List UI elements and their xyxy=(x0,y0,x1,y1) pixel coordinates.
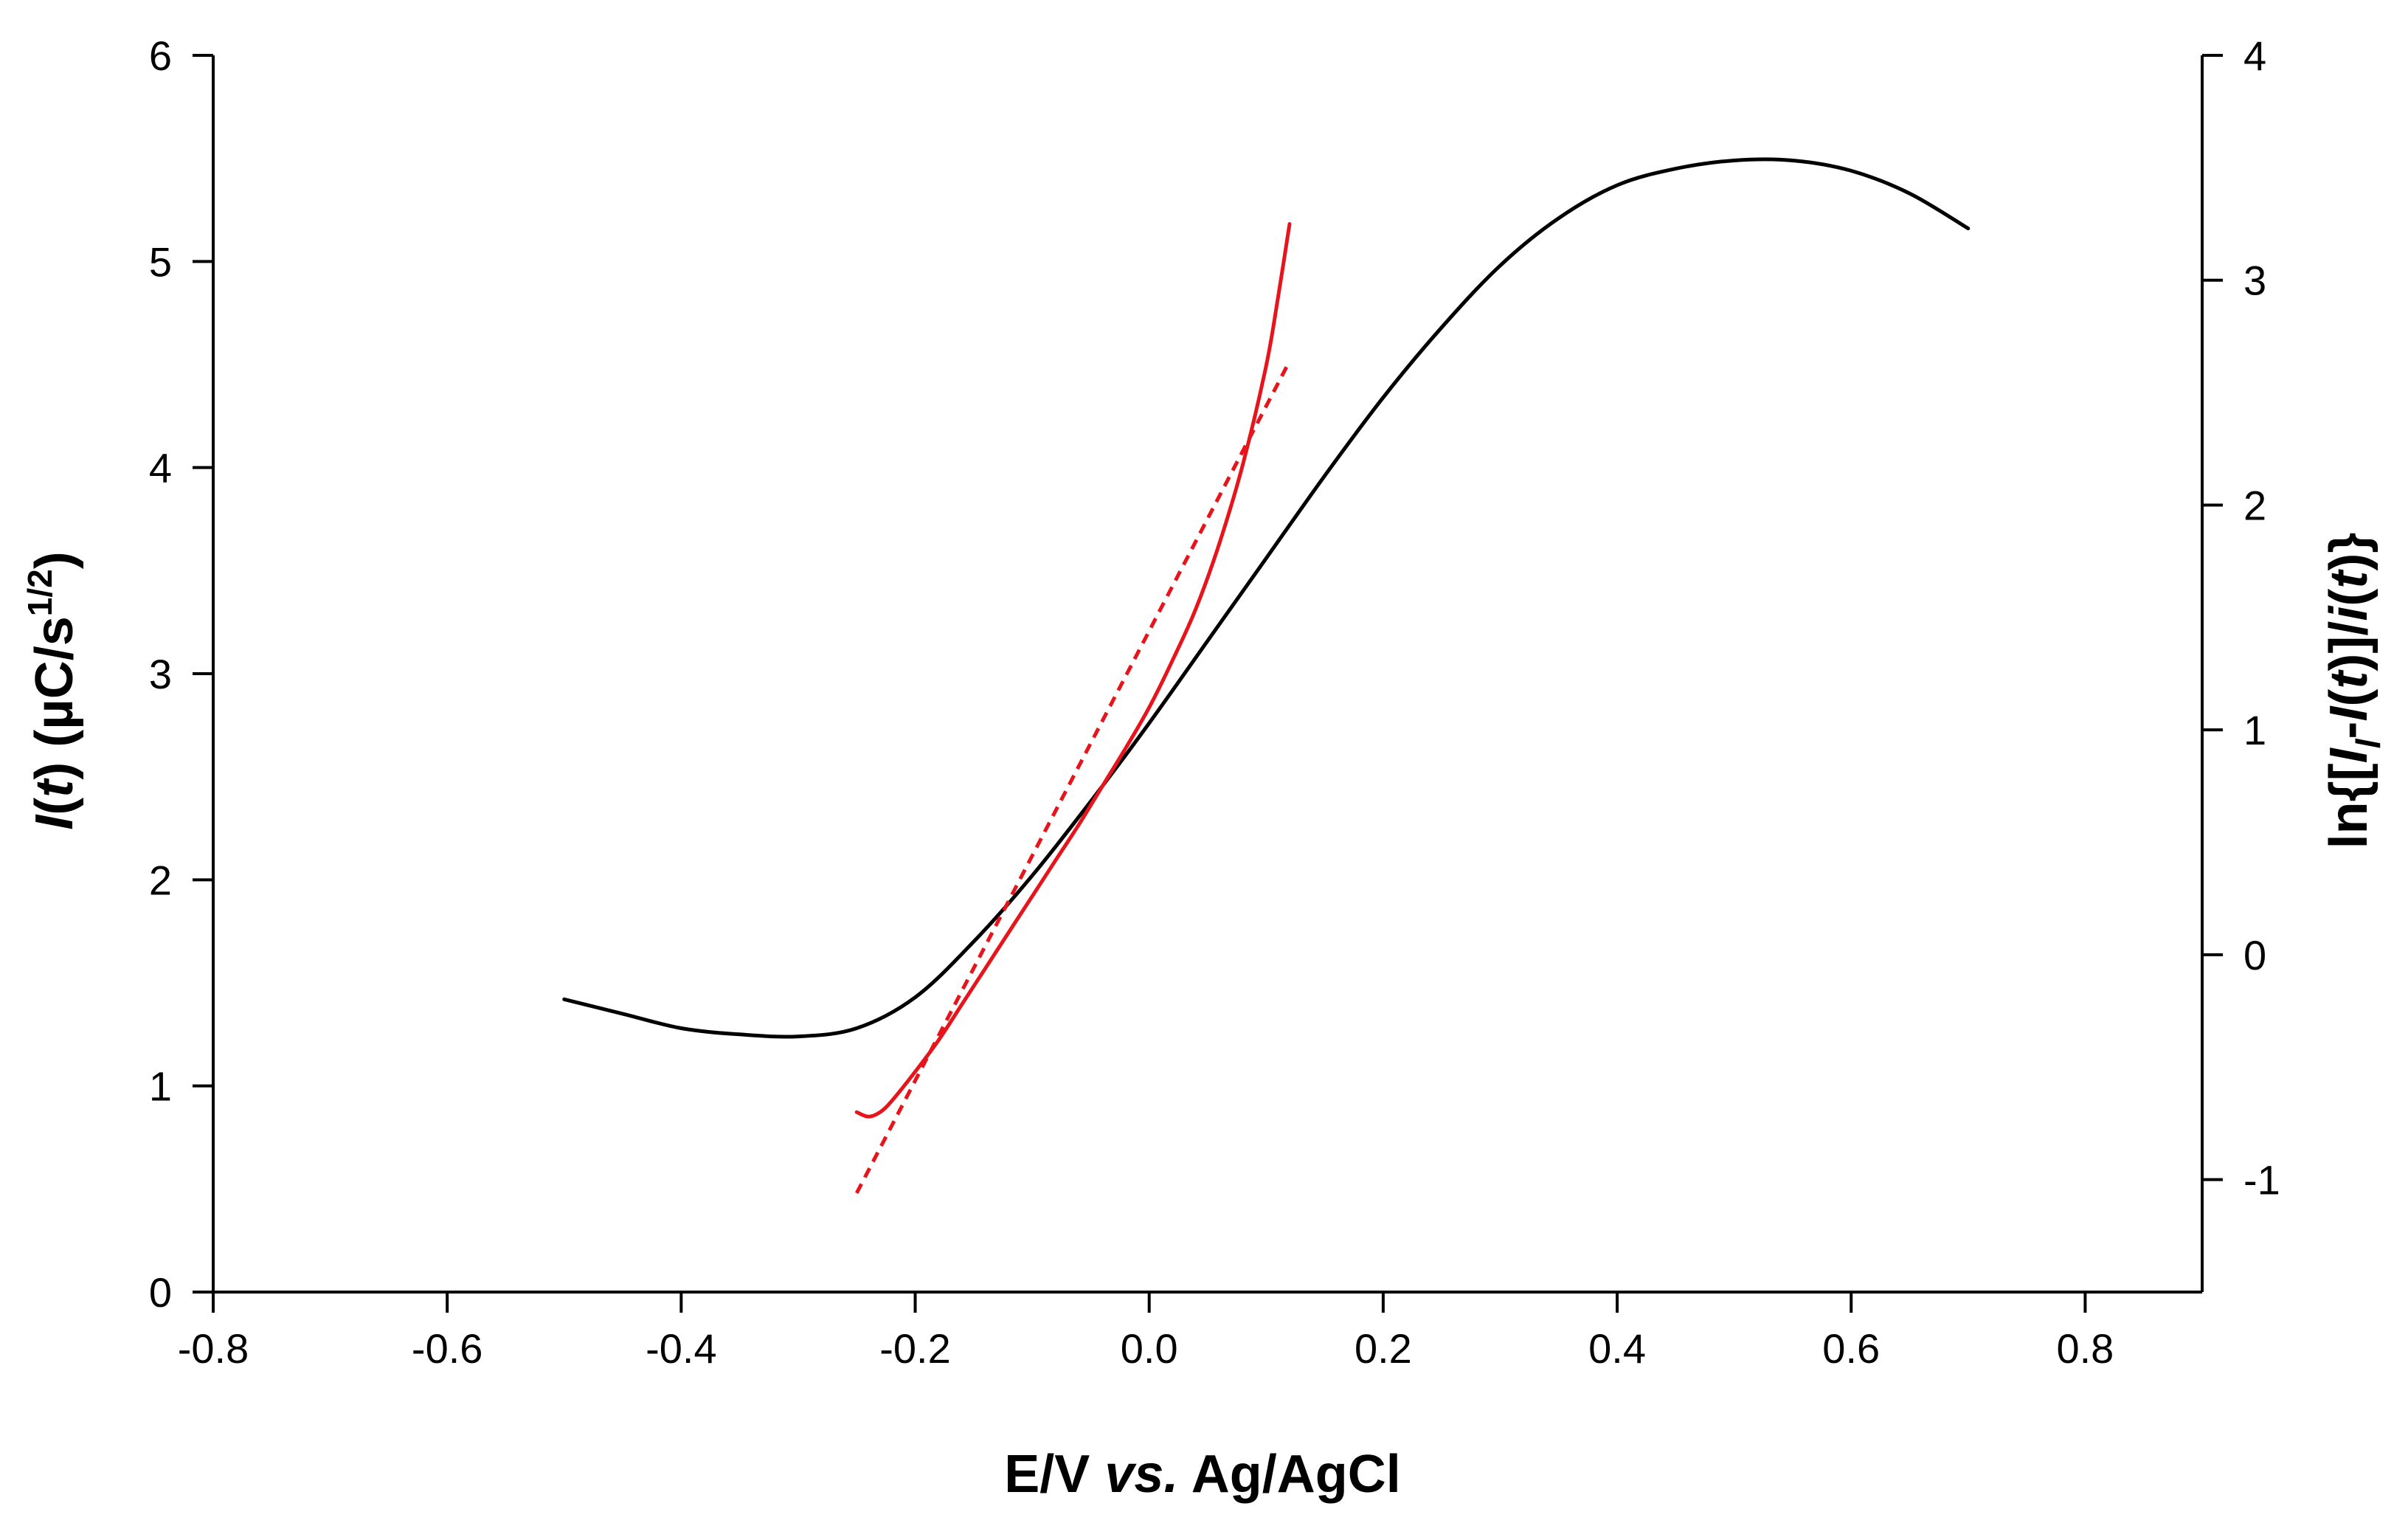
y-left-tick-label: 6 xyxy=(149,32,172,79)
labels: -0.8 -0.6 -0.4 -0.2 0.0 0.2 0.4 0.6 0.8 0 1 2 3 4 5 6 -1… xyxy=(149,32,2280,1372)
x-tick-label: 0.4 xyxy=(1588,1325,1646,1372)
series-black-current xyxy=(562,157,1971,1039)
x-tick-label: -0.8 xyxy=(178,1325,249,1372)
y-left-axis-title: I(t) (µC/s1/2) xyxy=(21,551,84,829)
x-tick-label: 0.2 xyxy=(1354,1325,1412,1372)
series-layer xyxy=(562,157,1971,1195)
y-left-tick-label: 1 xyxy=(149,1063,172,1110)
y-left-tick-label: 0 xyxy=(149,1269,172,1316)
y-right-tick-label: 4 xyxy=(2243,32,2266,79)
x-tick-label: 0.0 xyxy=(1121,1325,1178,1372)
x-tick-label: -0.6 xyxy=(412,1325,483,1372)
series-red-fit-dashed xyxy=(854,360,1292,1195)
x-tick-label: 0.8 xyxy=(2056,1325,2114,1372)
y-left-tick-label: 4 xyxy=(149,445,172,491)
x-tick-label: -0.4 xyxy=(646,1325,717,1372)
axes xyxy=(193,54,2223,1313)
series-red-ln xyxy=(854,222,1292,1119)
x-axis-title: E/V vs. Ag/AgCl xyxy=(1004,1445,1400,1504)
y-right-tick-label: 2 xyxy=(2243,482,2266,528)
y-left-tick-label: 5 xyxy=(149,238,172,285)
y-right-axis-title: ln{[Il-I(t)]/i(t)} xyxy=(2319,533,2387,849)
y-right-tick-label: 3 xyxy=(2243,258,2266,304)
y-right-tick-label: 0 xyxy=(2243,932,2266,978)
x-tick-label: 0.6 xyxy=(1822,1325,1880,1372)
x-tick-label: -0.2 xyxy=(879,1325,951,1372)
y-left-tick-label: 2 xyxy=(149,857,172,903)
y-right-tick-label: -1 xyxy=(2243,1157,2280,1203)
y-left-tick-label: 3 xyxy=(149,651,172,697)
y-right-tick-label: 1 xyxy=(2243,707,2266,753)
